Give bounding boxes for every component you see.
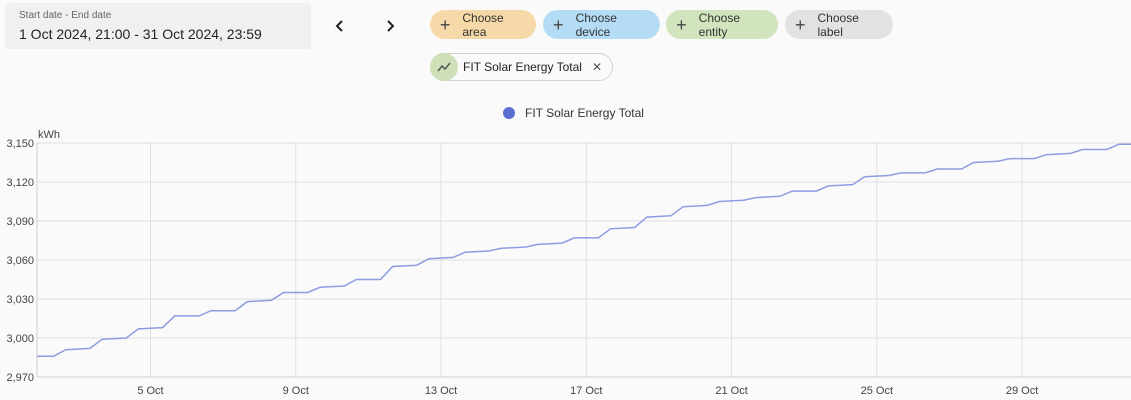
legend-label: FIT Solar Energy Total	[525, 106, 644, 120]
y-tick-label: 3,030	[6, 294, 34, 306]
y-tick-label: 2,970	[6, 372, 34, 384]
y-tick-label: 3,150	[6, 138, 34, 150]
chart-legend-item[interactable]: FIT Solar Energy Total	[503, 106, 644, 120]
selected-entity-chip[interactable]: FIT Solar Energy Total ✕	[430, 53, 614, 81]
x-tick-label: 21 Oct	[715, 385, 747, 397]
plus-icon: +	[794, 14, 806, 35]
plus-icon: +	[676, 14, 687, 35]
x-tick-label: 29 Oct	[1006, 385, 1038, 397]
previous-period-button[interactable]	[326, 12, 354, 40]
choose-device-label: Choose device	[575, 10, 617, 39]
next-period-button[interactable]	[376, 12, 404, 40]
x-tick-label: 17 Oct	[570, 385, 602, 397]
choose-entity-label: Choose entity	[698, 10, 741, 39]
plus-icon: +	[439, 14, 451, 35]
choose-area-button[interactable]: + Choose area	[430, 10, 536, 39]
x-tick-label: 25 Oct	[861, 385, 893, 397]
selected-entity-name: FIT Solar Energy Total	[463, 60, 582, 74]
x-tick-label: 13 Oct	[425, 385, 457, 397]
plus-icon: +	[553, 14, 564, 35]
chevron-left-icon	[335, 20, 343, 32]
choose-area-label: Choose area	[462, 10, 504, 39]
choose-label-label: Choose label	[817, 10, 859, 39]
series-line-fit-solar-energy-total	[37, 143, 1131, 357]
date-range-picker[interactable]: Start date - End date 1 Oct 2024, 21:00 …	[5, 3, 311, 49]
y-tick-label: 3,060	[6, 255, 34, 267]
energy-line-chart: 2,970 3,000 3,030 3,060 3,090 3,120 3,150 kWh 5 …	[6, 129, 1131, 397]
y-tick-label: 3,000	[6, 333, 34, 345]
choose-device-button[interactable]: + Choose device	[543, 10, 660, 39]
choose-label-button[interactable]: + Choose label	[785, 10, 893, 39]
date-range-value: 1 Oct 2024, 21:00 - 31 Oct 2024, 23:59	[19, 26, 262, 42]
chevron-right-icon	[387, 20, 395, 32]
chart-line-icon	[430, 53, 458, 81]
x-tick-label: 9 Oct	[283, 385, 309, 397]
close-icon[interactable]: ✕	[591, 60, 603, 74]
y-axis-unit-label: kWh	[38, 129, 60, 141]
choose-entity-button[interactable]: + Choose entity	[666, 10, 778, 39]
y-tick-label: 3,090	[6, 216, 34, 228]
x-tick-label: 5 Oct	[137, 385, 163, 397]
date-range-label: Start date - End date	[19, 10, 112, 21]
y-tick-label: 3,120	[6, 177, 34, 189]
legend-color-dot	[503, 107, 515, 119]
